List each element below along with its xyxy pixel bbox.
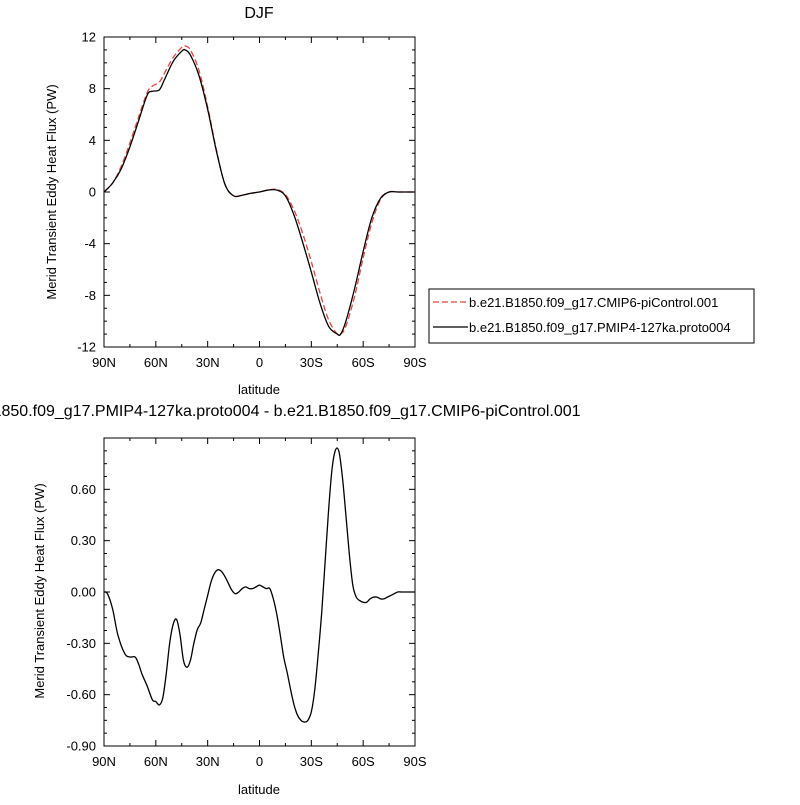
bottom-xtick-label: 30S: [300, 754, 323, 769]
top-ytick-label: 12: [82, 30, 96, 45]
top-ytick-label: -4: [84, 236, 96, 251]
top-panel-y-axis: 12 8 4 0 -4 -8 -12: [77, 30, 415, 355]
bottom-panel: b.e21.B1850.f09_g17.PMIP4-127ka.proto004…: [0, 403, 581, 797]
top-panel-ylabel: Merid Transient Eddy Heat Flux (PW): [44, 84, 59, 299]
bottom-panel-xlabel: latitude: [238, 782, 280, 797]
top-xtick-label: 60S: [352, 355, 375, 370]
top-ytick-label: 4: [89, 133, 96, 148]
bottom-panel-y-axis: 0.60 0.30 0.00 -0.30 -0.60 -0.90: [66, 437, 415, 754]
bottom-xtick-label: 60S: [352, 754, 375, 769]
bottom-series-line-0: [103, 447, 415, 723]
top-xtick-label: 30N: [196, 355, 220, 370]
bottom-panel-title: b.e21.B1850.f09_g17.PMIP4-127ka.proto004…: [0, 403, 581, 420]
bottom-ytick-label: -0.30: [66, 636, 96, 651]
top-xtick-label: 60N: [144, 355, 168, 370]
top-panel-x-axis: 90N 60N 30N 0 30S 60S 90S: [92, 37, 427, 370]
legend-label-1: b.e21.B1850.f09_g17.PMIP4-127ka.proto004: [469, 320, 731, 335]
legend-box: [428, 288, 755, 344]
bottom-xtick-label: 30N: [196, 754, 220, 769]
top-panel-series: [103, 45, 415, 337]
top-xtick-label: 0: [256, 355, 263, 370]
top-ytick-label: 0: [89, 185, 96, 200]
top-series-line-0: [103, 45, 415, 337]
bottom-ytick-label: -0.60: [66, 687, 96, 702]
top-ytick-label: -12: [77, 340, 96, 355]
top-panel: DJF 90N 60N 30N 0 30S 60S 90S 12 8 4 0 -4 -8 -12 lat…: [44, 5, 755, 397]
top-ytick-label: 8: [89, 81, 96, 96]
bottom-xtick-label: 90N: [92, 754, 116, 769]
top-xtick-label: 90S: [403, 355, 426, 370]
top-xtick-label: 90N: [92, 355, 116, 370]
top-panel-title: DJF: [244, 5, 274, 22]
top-ytick-label: -8: [84, 288, 96, 303]
bottom-xtick-label: 60N: [144, 754, 168, 769]
bottom-ytick-label: -0.90: [66, 739, 96, 754]
top-series-line-1: [103, 48, 415, 337]
bottom-ytick-label: 0.30: [71, 533, 96, 548]
bottom-ytick-label: 0.00: [71, 585, 96, 600]
top-panel-legend: b.e21.B1850.f09_g17.CMIP6-piControl.001 …: [428, 288, 755, 344]
bottom-ytick-label: 0.60: [71, 482, 96, 497]
bottom-panel-series: [103, 447, 415, 723]
bottom-xtick-label: 0: [256, 754, 263, 769]
bottom-panel-frame: [103, 437, 416, 747]
top-xtick-label: 30S: [300, 355, 323, 370]
legend-label-0: b.e21.B1850.f09_g17.CMIP6-piControl.001: [469, 295, 718, 310]
top-panel-xlabel: latitude: [238, 382, 280, 397]
bottom-panel-ylabel: Merid Transient Eddy Heat Flux (PW): [32, 483, 47, 698]
bottom-panel-x-axis: 90N 60N 30N 0 30S 60S 90S: [92, 438, 427, 769]
bottom-xtick-label: 90S: [403, 754, 426, 769]
